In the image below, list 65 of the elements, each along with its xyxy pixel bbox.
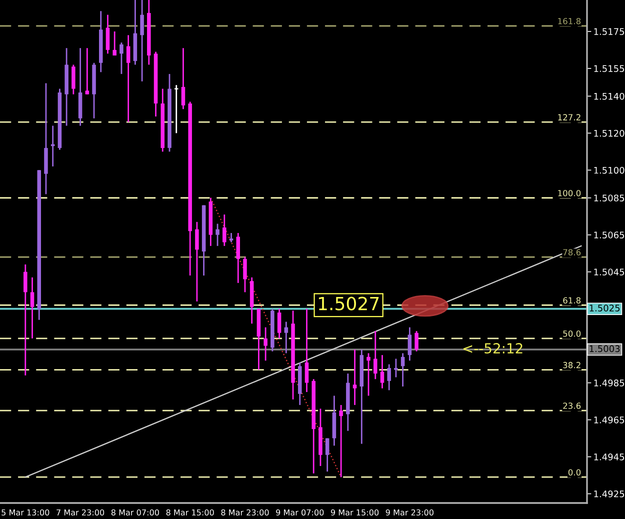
x-tick-label: 8 Mar 07:00 <box>111 509 159 516</box>
annotation: 0.0 <box>568 469 581 476</box>
y-tick-label: 1.5175 <box>594 28 624 35</box>
candlestick <box>408 326 412 362</box>
candlestick <box>50 125 55 168</box>
candlestick <box>195 221 199 302</box>
ref-line-label: 1.5025 <box>590 304 620 312</box>
candlestick <box>380 354 384 390</box>
candlestick <box>352 348 357 406</box>
candlestick <box>112 30 116 56</box>
candlestick <box>339 404 343 478</box>
candlestick <box>304 308 309 393</box>
annotation: 50.0 <box>563 330 581 337</box>
annotation: 61.8 <box>563 297 581 304</box>
y-tick-label: 1.4945 <box>594 454 624 460</box>
candlestick <box>30 276 34 340</box>
x-tick-label: 8 Mar 23:00 <box>221 509 269 516</box>
x-tick-label: 9 Mar 07:00 <box>276 509 324 516</box>
annotation: <--52:12 <box>463 343 522 354</box>
x-tick-label: 9 Mar 15:00 <box>330 509 379 516</box>
y-tick-label: 1.5120 <box>594 130 624 137</box>
candlestick <box>106 14 110 54</box>
y-tick-label: 1.5045 <box>594 268 624 276</box>
candlestick <box>181 47 186 110</box>
candlestick <box>72 64 76 96</box>
candlestick <box>85 47 90 96</box>
annotation: 38.2 <box>563 362 580 368</box>
annotation: 127.2 <box>558 114 580 120</box>
candlestick <box>387 364 391 391</box>
candlestick <box>243 256 247 293</box>
candlestick <box>126 34 130 123</box>
candlestick <box>140 0 144 82</box>
annotation: 1.5027 <box>318 296 379 310</box>
candlestick <box>236 232 240 284</box>
y-tick-label: 1.4925 <box>594 490 624 498</box>
y-tick-label: 1.5065 <box>594 232 624 238</box>
candlestick <box>284 321 288 354</box>
candlestick <box>24 264 28 376</box>
candlestick <box>373 330 378 380</box>
y-tick-label: 1.4985 <box>594 380 624 386</box>
annotation: 100.0 <box>558 190 581 196</box>
candlestick <box>277 308 282 340</box>
candlestick <box>216 223 220 247</box>
candlestick <box>394 358 398 378</box>
y-tick-label: 1.5155 <box>594 65 624 72</box>
x-tick-label: 7 Mar 23:00 <box>56 509 104 516</box>
candlestick <box>414 330 418 352</box>
annotation: 161.8 <box>558 18 581 24</box>
candlestick <box>222 214 226 247</box>
y-tick-label: 1.5085 <box>594 194 624 202</box>
y-tick-label: 1.5100 <box>594 166 624 174</box>
x-tick-label: 9 Mar 23:00 <box>386 509 434 516</box>
annotation: 23.6 <box>563 402 581 409</box>
annotation: 78.6 <box>563 249 581 256</box>
y-tick-label: 1.4965 <box>594 416 624 424</box>
candlestick <box>325 438 330 472</box>
candlestick <box>264 326 268 362</box>
y-tick-label: 1.5140 <box>594 92 624 100</box>
ref-line-label: 1.5003 <box>590 345 620 352</box>
candlestick <box>400 352 405 388</box>
candlestick <box>229 232 234 243</box>
candlestick <box>120 42 124 75</box>
x-tick-label: 5 Mar 13:00 <box>2 509 50 516</box>
x-tick-label: 8 Mar 15:00 <box>166 509 214 516</box>
candlestick <box>366 352 370 396</box>
